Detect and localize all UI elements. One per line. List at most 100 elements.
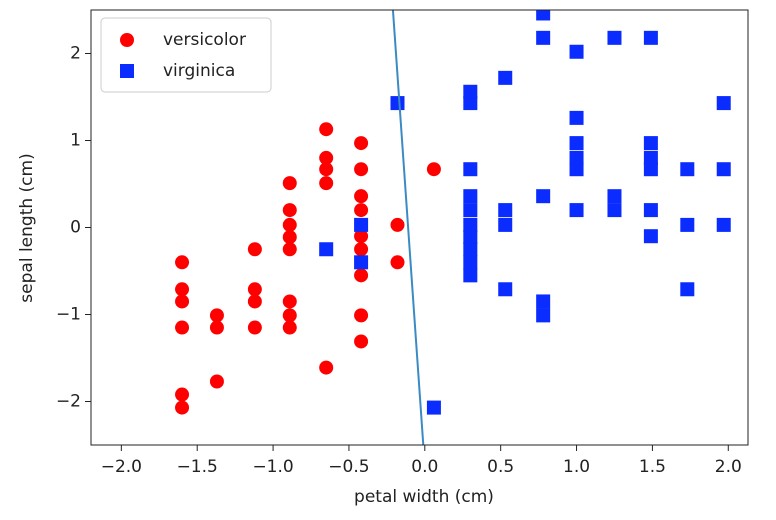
point: [354, 268, 369, 283]
point: [643, 150, 658, 165]
point: [463, 242, 478, 257]
point: [536, 189, 551, 204]
point: [282, 203, 297, 218]
point: [569, 203, 584, 218]
point: [498, 203, 513, 218]
point: [354, 203, 369, 218]
point: [498, 217, 513, 232]
y-tick-label: 0: [70, 218, 81, 238]
point: [680, 217, 695, 232]
point: [536, 294, 551, 309]
plot-frame: [90, 9, 749, 446]
x-tick-label: 1.0: [563, 457, 590, 477]
point: [716, 96, 731, 111]
point: [175, 294, 190, 309]
point: [247, 242, 262, 257]
point: [569, 110, 584, 125]
x-axis-label: petal width (cm): [354, 487, 494, 507]
point: [209, 374, 224, 389]
point: [282, 242, 297, 257]
point: [463, 84, 478, 99]
legend-label: versicolor: [163, 30, 246, 50]
point: [498, 282, 513, 297]
point: [680, 282, 695, 297]
point: [607, 30, 622, 45]
point: [716, 217, 731, 232]
legend-label: virginica: [163, 61, 235, 81]
point: [209, 308, 224, 323]
legend-marker: [120, 64, 134, 78]
point: [319, 360, 334, 375]
point: [319, 122, 334, 137]
point: [319, 150, 334, 165]
y-tick-label: 1: [70, 131, 81, 151]
y-tick-label: 2: [70, 44, 81, 64]
y-tick-label: −2: [56, 392, 81, 412]
x-tick-label: 2.0: [715, 457, 742, 477]
point: [463, 230, 478, 245]
point: [282, 176, 297, 191]
point: [390, 255, 405, 270]
legend-marker: [120, 33, 134, 47]
point: [390, 96, 405, 111]
point: [643, 30, 658, 45]
point: [536, 30, 551, 45]
point: [319, 162, 334, 177]
point: [175, 282, 190, 297]
point: [282, 320, 297, 335]
point: [569, 44, 584, 59]
point: [282, 308, 297, 323]
point: [354, 334, 369, 349]
point: [390, 217, 405, 232]
point: [463, 268, 478, 283]
y-axis-label: sepal length (cm): [17, 153, 37, 302]
point: [209, 320, 224, 335]
point: [319, 242, 334, 257]
point: [175, 320, 190, 335]
point: [463, 203, 478, 218]
point: [569, 150, 584, 165]
x-tick-label: −2.0: [101, 457, 142, 477]
point: [247, 320, 262, 335]
point: [463, 189, 478, 204]
point: [463, 162, 478, 177]
point: [354, 136, 369, 151]
point: [282, 217, 297, 232]
point: [463, 217, 478, 232]
point: [354, 217, 369, 232]
point: [354, 229, 369, 244]
point: [354, 255, 369, 270]
point: [354, 189, 369, 204]
y-tick-label: −1: [56, 305, 81, 325]
point: [498, 70, 513, 85]
point: [175, 255, 190, 270]
point: [536, 10, 551, 21]
point: [247, 294, 262, 309]
point: [569, 162, 584, 177]
point: [607, 189, 622, 204]
point: [175, 387, 190, 402]
point: [354, 162, 369, 177]
point: [319, 176, 334, 191]
point: [426, 400, 441, 415]
point: [716, 162, 731, 177]
point: [643, 162, 658, 177]
point: [680, 162, 695, 177]
point: [463, 255, 478, 270]
point: [282, 294, 297, 309]
point: [607, 203, 622, 218]
point: [643, 229, 658, 244]
point: [426, 162, 441, 177]
point: [282, 230, 297, 245]
x-tick-label: 0.0: [411, 457, 438, 477]
point: [354, 242, 369, 257]
x-tick-label: −1.5: [177, 457, 218, 477]
point: [536, 308, 551, 323]
x-tick-label: −0.5: [328, 457, 369, 477]
point: [643, 203, 658, 218]
point: [643, 136, 658, 151]
x-tick-label: 0.5: [487, 457, 514, 477]
point: [569, 136, 584, 151]
